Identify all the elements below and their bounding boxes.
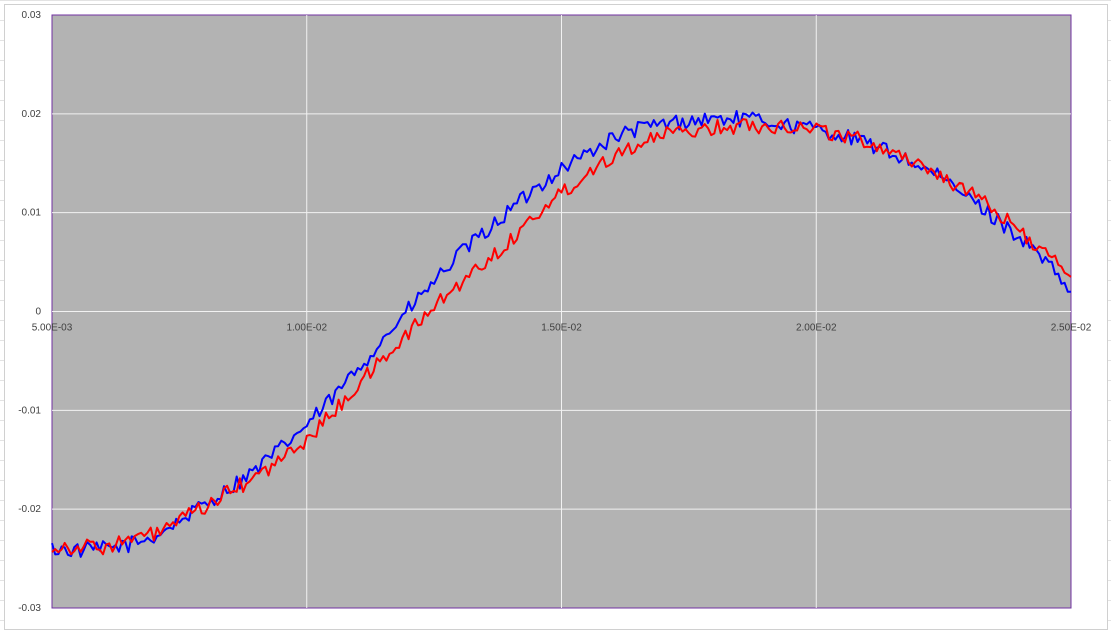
- y-tick-label: -0.03: [18, 603, 41, 614]
- x-axis-tick-labels: 5.00E-03 1.00E-02 1.50E-02 2.00E-02 2.50E-02: [32, 323, 1092, 334]
- y-axis-tick-labels: 0.03 0.02 0.01 0 -0.01 -0.02 -0.03: [18, 10, 41, 614]
- series-lines: [51, 110, 1072, 558]
- y-tick-label: -0.01: [18, 405, 41, 416]
- y-tick-label: 0.01: [22, 208, 42, 219]
- x-tick-label: 1.00E-02: [286, 323, 327, 334]
- x-tick-label: 1.50E-02: [541, 323, 582, 334]
- x-tick-label: 5.00E-03: [32, 323, 73, 334]
- y-tick-label: 0.02: [22, 109, 42, 120]
- gridlines: [52, 15, 1071, 608]
- y-tick-label: 0.03: [22, 10, 42, 21]
- chart-area[interactable]: 0.03 0.02 0.01 0 -0.01 -0.02 -0.03 5.00E-03 1.0…: [4, 4, 1108, 630]
- series-red-line: [51, 118, 1072, 556]
- x-tick-label: 2.50E-02: [1051, 323, 1092, 334]
- y-tick-label: -0.02: [18, 504, 41, 515]
- y-tick-label: 0: [35, 307, 41, 318]
- line-chart: 0.03 0.02 0.01 0 -0.01 -0.02 -0.03 5.00E-03 1.0…: [18, 10, 1092, 614]
- x-tick-label: 2.00E-02: [796, 323, 837, 334]
